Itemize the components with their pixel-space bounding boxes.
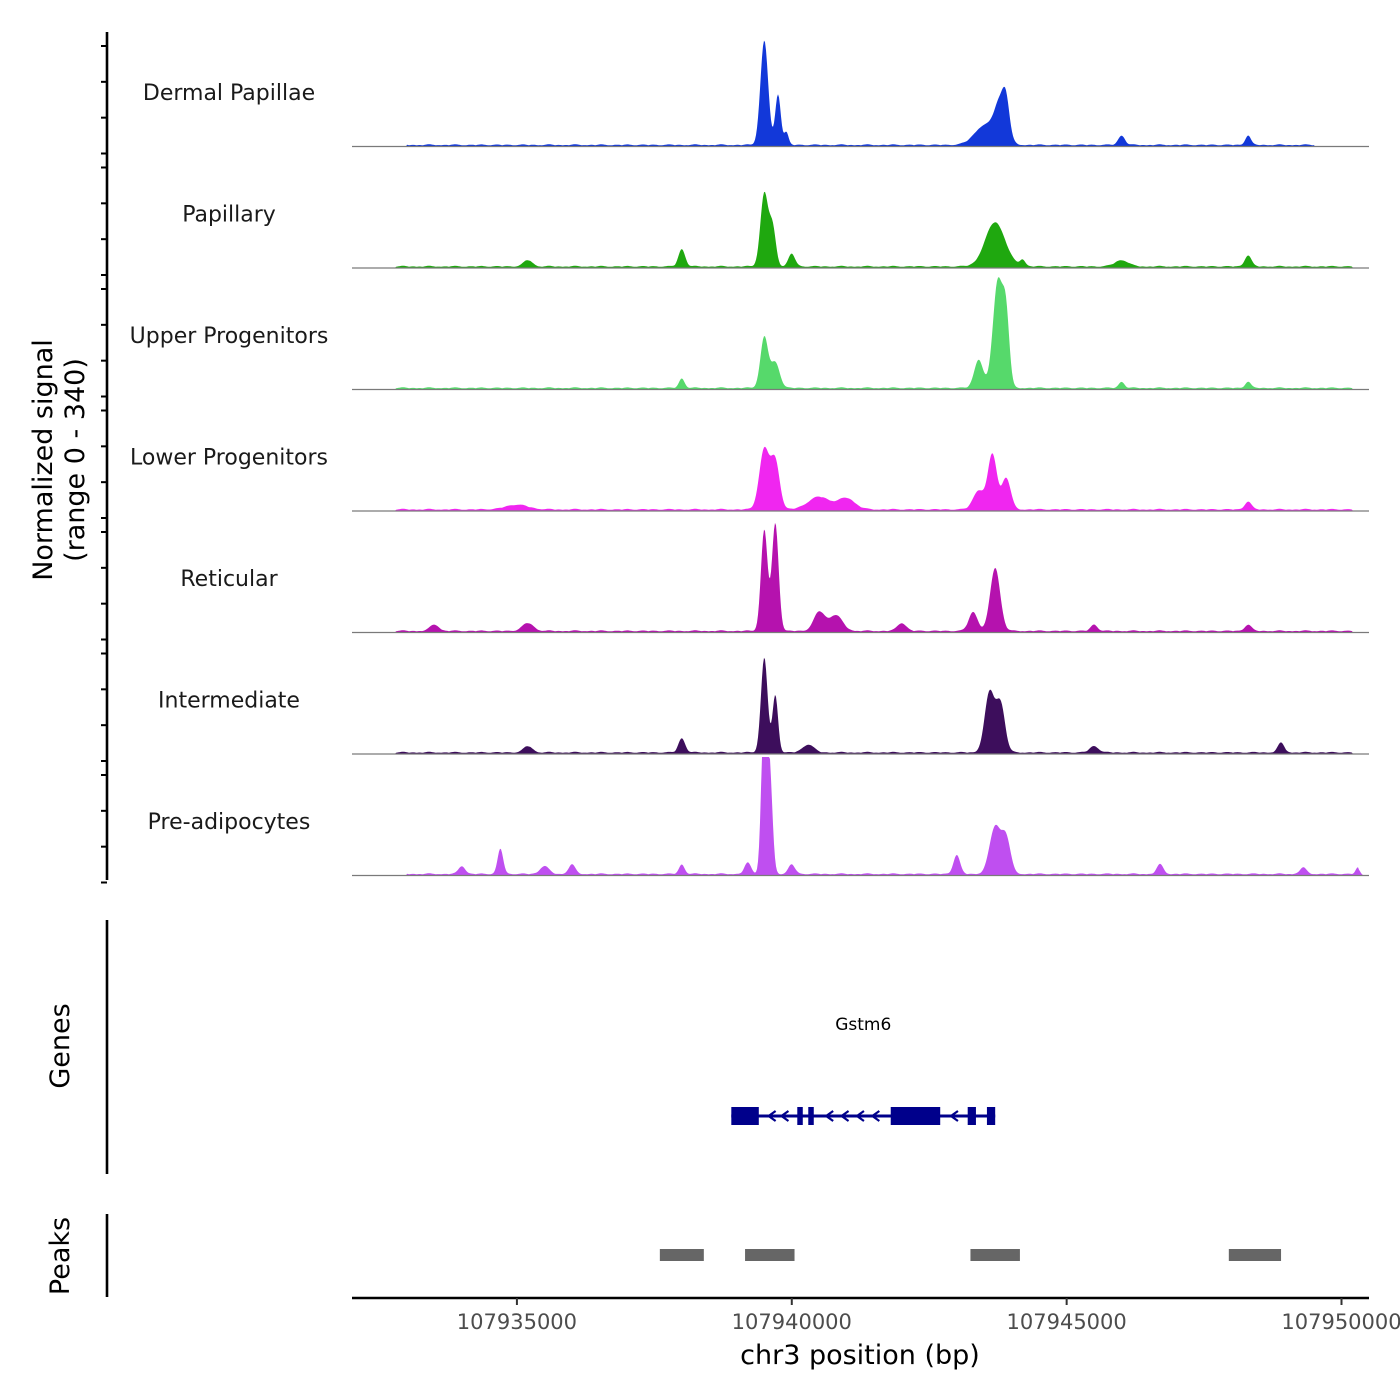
gene-exon [797,1107,803,1125]
track-label: Dermal Papillae [143,81,315,106]
coverage-y-axis-ticks [101,45,107,884]
track-reticular: Reticular [180,522,1369,634]
strand-arrow [870,1110,880,1122]
x-axis-title: chr3 position (bp) [740,1340,980,1371]
track-intermediate: Intermediate [158,657,1369,755]
peak-region [745,1249,795,1261]
y-axis-title-line1: Normalized signal [28,339,59,581]
x-axis-ticks: 107935000 107940000 107945000 107950000 [457,1298,1400,1334]
peak-region [1228,1249,1282,1261]
strand-arrow [855,1110,865,1122]
coverage-area [352,757,1369,876]
coverage-area [352,191,1369,268]
strand-arrow [839,1110,850,1122]
coverage-area [352,657,1369,754]
x-tick-label: 107935000 [457,1310,577,1334]
genes-track: Gstm6 [731,1015,996,1125]
coverage-area [352,522,1369,633]
gene-exon [808,1107,814,1125]
gene-gstm6: Gstm6 [731,1015,996,1125]
track-label: Upper Progenitors [130,324,329,349]
x-tick-label: 107945000 [1007,1310,1127,1334]
peaks-track-label: Peaks [45,1217,76,1295]
strand-arrow [766,1110,777,1122]
track-lower-progenitors: Lower Progenitors [130,446,1369,512]
gene-exon [731,1107,759,1125]
x-tick-label: 107940000 [732,1310,852,1334]
track-label: Intermediate [158,689,300,714]
coverage-tracks: Dermal Papillae Papillary Upper Progenitor… [130,40,1369,877]
track-pre-adipocytes: Pre-adipocytes [148,757,1369,877]
track-label: Pre-adipocytes [148,810,311,835]
gene-exon [967,1107,976,1125]
track-label: Reticular [180,567,278,592]
y-axis-title: Normalized signal (range 0 - 340) [28,339,91,581]
peaks-track-title: Peaks [45,1217,76,1295]
track-dermal-papillae: Dermal Papillae [143,40,1369,148]
x-tick-label: 107950000 [1281,1310,1400,1334]
track-papillary: Papillary [182,191,1369,269]
genes-track-title: Genes [45,1003,76,1088]
track-label: Papillary [182,203,276,228]
coverage-area [352,277,1369,390]
coverage-area [352,40,1369,147]
gene-exon [986,1107,996,1125]
gene-label: Gstm6 [835,1015,891,1035]
peak-region [659,1249,704,1261]
track-upper-progenitors: Upper Progenitors [130,277,1369,391]
peak-region [970,1249,1020,1261]
strand-arrow [824,1110,834,1122]
y-axis-title-line2: (range 0 - 340) [60,358,91,562]
peaks-track [659,1249,1282,1261]
gene-exon [890,1107,941,1125]
strand-arrow [779,1110,790,1122]
genes-track-label: Genes [45,1003,76,1088]
track-label: Lower Progenitors [130,446,328,471]
coverage-area [352,446,1369,511]
strand-arrow [949,1110,959,1122]
